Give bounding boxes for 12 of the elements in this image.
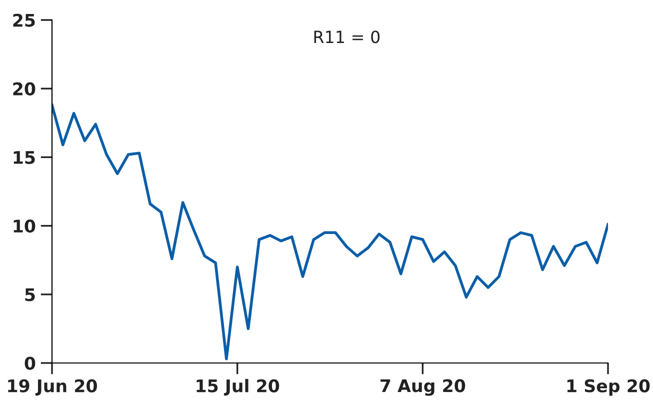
y-tick-label: 10 [14, 220, 36, 233]
line-series [52, 104, 608, 360]
x-tick-label: 1 Sep 20 [567, 379, 650, 396]
y-tick-label: 15 [14, 151, 35, 164]
y-tick-label: 5 [25, 288, 35, 302]
y-tick-label: 0 [24, 356, 36, 370]
x-tick-label: 7 Aug 20 [380, 379, 466, 396]
x-tick-label: 19 Jun 20 [8, 379, 97, 396]
y-tick-label: 20 [13, 82, 36, 96]
y-tick-label: 25 [13, 14, 35, 27]
x-tick-label: 15 Jul 20 [196, 378, 280, 396]
text: R11 = 0 [314, 30, 380, 44]
